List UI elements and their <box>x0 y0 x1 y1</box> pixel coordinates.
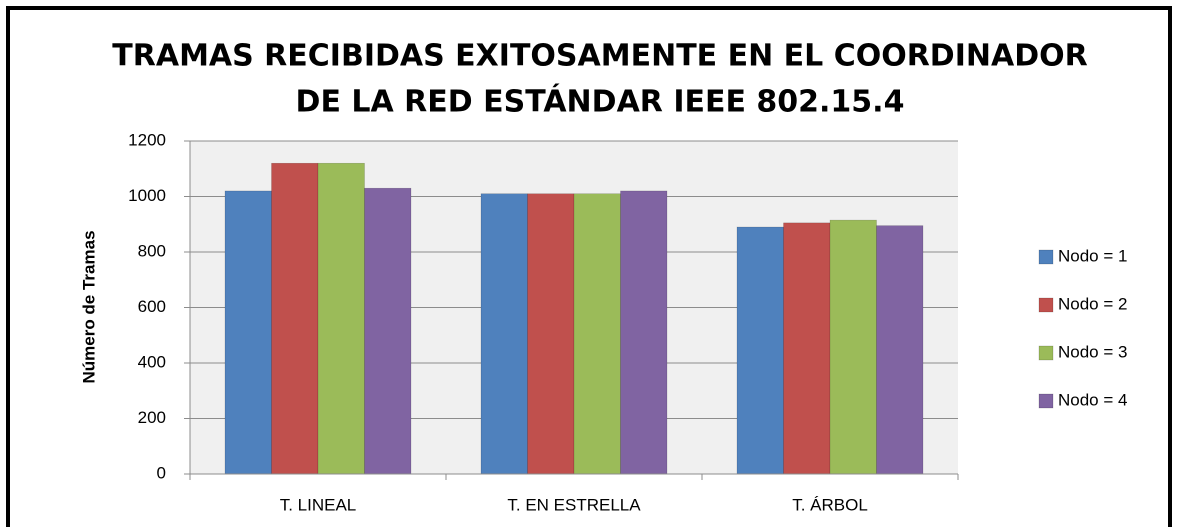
bar <box>480 193 528 475</box>
legend-swatch <box>1038 345 1054 361</box>
legend-swatch <box>1038 393 1054 409</box>
y-tick-label: 1000 <box>128 186 166 205</box>
bar <box>224 190 272 475</box>
bar <box>736 226 784 475</box>
bar <box>317 162 365 475</box>
x-tick-label: T. LINEAL <box>280 495 357 514</box>
x-tick-label: T. EN ESTRELLA <box>507 495 641 514</box>
bar <box>271 162 319 475</box>
bar <box>620 190 668 475</box>
legend-swatch <box>1038 249 1054 265</box>
y-tick-label: 600 <box>138 297 166 316</box>
bar <box>527 193 575 475</box>
y-tick-label: 0 <box>157 463 166 482</box>
bar <box>876 225 924 475</box>
legend-label: Nodo = 2 <box>1058 294 1127 313</box>
y-tick-label: 800 <box>138 241 166 260</box>
legend-label: Nodo = 1 <box>1058 246 1127 265</box>
bar <box>829 219 877 475</box>
chart-title: DE LA RED ESTÁNDAR IEEE 802.15.4 <box>296 84 905 120</box>
bar <box>364 187 412 475</box>
legend-swatch <box>1038 297 1054 313</box>
x-tick-label: T. ÁRBOL <box>792 495 868 514</box>
chart-title: TRAMAS RECIBIDAS EXITOSAMENTE EN EL COOR… <box>112 39 1087 74</box>
legend-label: Nodo = 3 <box>1058 342 1127 361</box>
legend-label: Nodo = 4 <box>1058 390 1127 409</box>
y-tick-label: 200 <box>138 408 166 427</box>
y-tick-label: 1200 <box>128 130 166 149</box>
y-tick-label: 400 <box>138 352 166 371</box>
y-axis-label: Número de Tramas <box>79 230 98 383</box>
bar <box>573 193 621 475</box>
bar <box>783 222 831 475</box>
